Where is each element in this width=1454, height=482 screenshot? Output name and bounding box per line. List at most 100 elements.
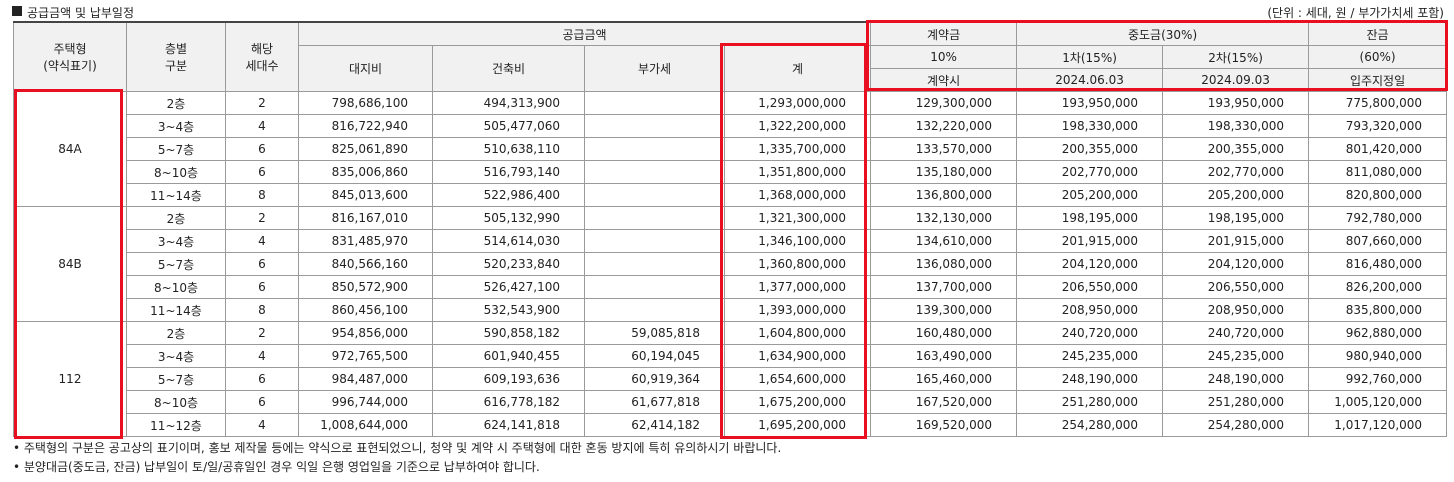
land-cell: 840,566,160 — [298, 252, 433, 276]
mid2-cell: 205,200,000 — [1162, 183, 1310, 207]
price-schedule-table: 주택형 (약식표기) 층별 구분 해당 세대수 공급금액 계약금 중도금(30%) 잔… — [13, 21, 1448, 437]
units-cell: 6 — [225, 252, 299, 276]
vat-cell: 60,194,045 — [584, 344, 725, 368]
units-cell: 6 — [225, 390, 299, 414]
table-header: 주택형 (약식표기) 층별 구분 해당 세대수 공급금액 계약금 중도금(30%) 잔… — [13, 21, 1448, 92]
land-cell: 835,006,860 — [298, 160, 433, 184]
mid1-cell: 204,120,000 — [1016, 252, 1164, 276]
table-body: 84A 2층 2 798,686,100 494,313,900 1,293,000,00… — [13, 91, 1448, 437]
header-mid1: 1차(15%) — [1016, 45, 1164, 69]
units-cell: 4 — [225, 114, 299, 138]
table-row: 3~4층 4 831,485,970 514,614,030 1,346,100,000… — [14, 229, 1448, 253]
balance-cell: 1,017,120,000 — [1308, 413, 1448, 437]
units-cell: 4 — [225, 229, 299, 253]
mid2-cell: 245,235,000 — [1162, 344, 1310, 368]
mid1-cell: 208,950,000 — [1016, 298, 1164, 322]
header-middle: 중도금(30%) — [1016, 21, 1310, 46]
land-cell: 860,456,100 — [298, 298, 433, 322]
vat-cell — [584, 160, 725, 184]
balance-cell: 807,660,000 — [1308, 229, 1448, 253]
unit-type-cell: 84B — [13, 206, 127, 322]
header-contract-when: 계약시 — [870, 68, 1018, 92]
floor-cell: 3~4층 — [126, 229, 226, 253]
building-cell: 609,193,636 — [432, 367, 585, 391]
floor-cell: 5~7층 — [126, 367, 226, 391]
square-bullet-icon — [12, 6, 22, 16]
header-building: 건축비 — [432, 45, 585, 92]
building-cell: 624,141,818 — [432, 413, 585, 437]
contract-cell: 136,800,000 — [870, 183, 1018, 207]
contract-cell: 165,460,000 — [870, 367, 1018, 391]
units-cell: 6 — [225, 160, 299, 184]
table-row: 11~14층 8 860,456,100 532,543,900 1,393,000,0… — [14, 298, 1448, 322]
balance-cell: 835,800,000 — [1308, 298, 1448, 322]
balance-cell: 962,880,000 — [1308, 321, 1448, 345]
mid1-cell: 201,915,000 — [1016, 229, 1164, 253]
header-floor: 층별 구분 — [126, 21, 226, 92]
balance-cell: 816,480,000 — [1308, 252, 1448, 276]
building-cell: 616,778,182 — [432, 390, 585, 414]
table-row: 11~14층 8 845,013,600 522,986,400 1,368,000,0… — [14, 183, 1448, 207]
mid2-cell: 201,915,000 — [1162, 229, 1310, 253]
mid1-cell: 202,770,000 — [1016, 160, 1164, 184]
vat-cell — [584, 114, 725, 138]
contract-cell: 132,130,000 — [870, 206, 1018, 230]
mid2-cell: 198,195,000 — [1162, 206, 1310, 230]
contract-cell: 139,300,000 — [870, 298, 1018, 322]
mid2-cell: 193,950,000 — [1162, 91, 1310, 115]
mid2-cell: 204,120,000 — [1162, 252, 1310, 276]
total-cell: 1,634,900,000 — [723, 344, 872, 368]
total-cell: 1,393,000,000 — [723, 298, 872, 322]
land-cell: 825,061,890 — [298, 137, 433, 161]
land-cell: 1,008,644,000 — [298, 413, 433, 437]
building-cell: 590,858,182 — [432, 321, 585, 345]
total-cell: 1,377,000,000 — [723, 275, 872, 299]
mid2-cell: 198,330,000 — [1162, 114, 1310, 138]
mid1-cell: 240,720,000 — [1016, 321, 1164, 345]
vat-cell — [584, 275, 725, 299]
vat-cell — [584, 183, 725, 207]
land-cell: 845,013,600 — [298, 183, 433, 207]
mid1-cell: 198,330,000 — [1016, 114, 1164, 138]
header-vat: 부가세 — [584, 45, 725, 92]
mid1-cell: 248,190,000 — [1016, 367, 1164, 391]
vat-cell: 59,085,818 — [584, 321, 725, 345]
balance-cell: 775,800,000 — [1308, 91, 1448, 115]
mid2-cell: 240,720,000 — [1162, 321, 1310, 345]
table-row: 8~10층 6 850,572,900 526,427,100 1,377,000,00… — [14, 275, 1448, 299]
mid1-cell: 205,200,000 — [1016, 183, 1164, 207]
contract-cell: 129,300,000 — [870, 91, 1018, 115]
balance-cell: 980,940,000 — [1308, 344, 1448, 368]
total-cell: 1,351,800,000 — [723, 160, 872, 184]
balance-cell: 792,780,000 — [1308, 206, 1448, 230]
total-cell: 1,654,600,000 — [723, 367, 872, 391]
balance-cell: 811,080,000 — [1308, 160, 1448, 184]
contract-cell: 169,520,000 — [870, 413, 1018, 437]
table-row: 11~12층 4 1,008,644,000 624,141,818 62,414,18… — [14, 413, 1448, 437]
floor-cell: 5~7층 — [126, 252, 226, 276]
unit-type-cell: 112 — [13, 321, 127, 437]
mid1-cell: 193,950,000 — [1016, 91, 1164, 115]
mid1-cell: 206,550,000 — [1016, 275, 1164, 299]
mid2-cell: 206,550,000 — [1162, 275, 1310, 299]
contract-cell: 167,520,000 — [870, 390, 1018, 414]
land-cell: 798,686,100 — [298, 91, 433, 115]
table-row: 84A 2층 2 798,686,100 494,313,900 1,293,000,00… — [13, 91, 1448, 207]
header-type: 주택형 (약식표기) — [13, 21, 127, 92]
vat-cell: 61,677,818 — [584, 390, 725, 414]
table-row: 112 2층 2 954,856,000 590,858,182 59,085,818 1,… — [13, 321, 1448, 437]
header-contract-pct: 10% — [870, 45, 1018, 69]
floor-cell: 2층 — [126, 321, 226, 345]
land-cell: 816,167,010 — [298, 206, 433, 230]
units-cell: 8 — [225, 183, 299, 207]
contract-cell: 137,700,000 — [870, 275, 1018, 299]
land-cell: 984,487,000 — [298, 367, 433, 391]
unit-type-cell: 84A — [13, 91, 127, 207]
table-row: 5~7층 6 840,566,160 520,233,840 1,360,800,000… — [14, 252, 1448, 276]
floor-cell: 11~14층 — [126, 298, 226, 322]
total-cell: 1,360,800,000 — [723, 252, 872, 276]
balance-cell: 826,200,000 — [1308, 275, 1448, 299]
balance-cell: 801,420,000 — [1308, 137, 1448, 161]
total-cell: 1,695,200,000 — [723, 413, 872, 437]
mid1-cell: 198,195,000 — [1016, 206, 1164, 230]
